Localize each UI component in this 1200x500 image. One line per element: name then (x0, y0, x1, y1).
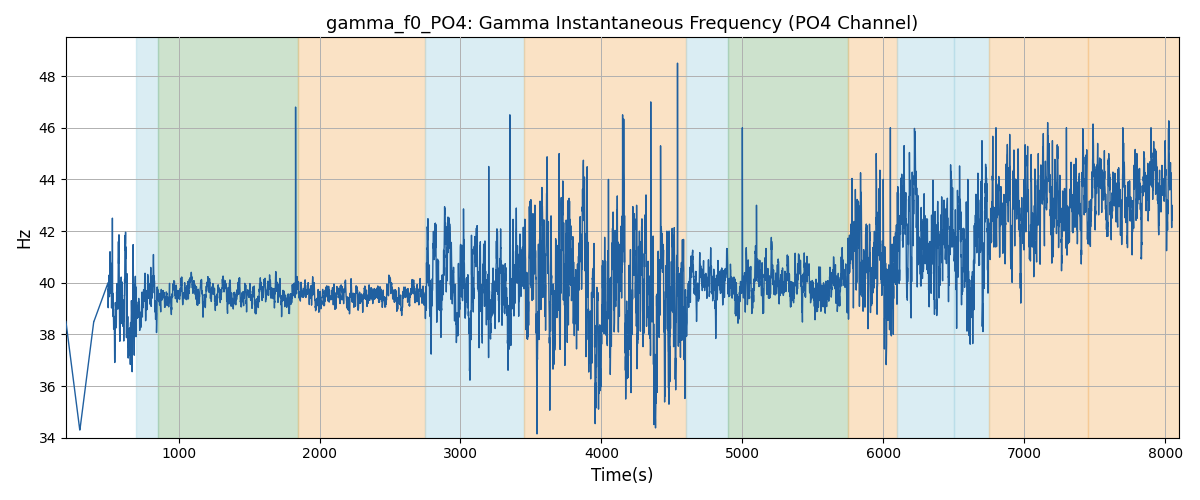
Bar (137, 38, 157, 438)
Bar (686, 38, 728, 438)
Bar (425, 38, 524, 438)
Bar (989, 38, 1087, 438)
Title: gamma_f0_PO4: Gamma Instantaneous Frequency (PO4 Channel): gamma_f0_PO4: Gamma Instantaneous Freque… (326, 15, 919, 34)
Bar (898, 38, 954, 438)
Bar (848, 38, 898, 438)
Bar (1087, 38, 1180, 438)
Bar (524, 38, 686, 438)
Bar (954, 38, 989, 438)
Bar (299, 38, 425, 438)
Bar (728, 38, 848, 438)
X-axis label: Time(s): Time(s) (592, 467, 654, 485)
Y-axis label: Hz: Hz (16, 227, 34, 248)
Bar (157, 38, 299, 438)
